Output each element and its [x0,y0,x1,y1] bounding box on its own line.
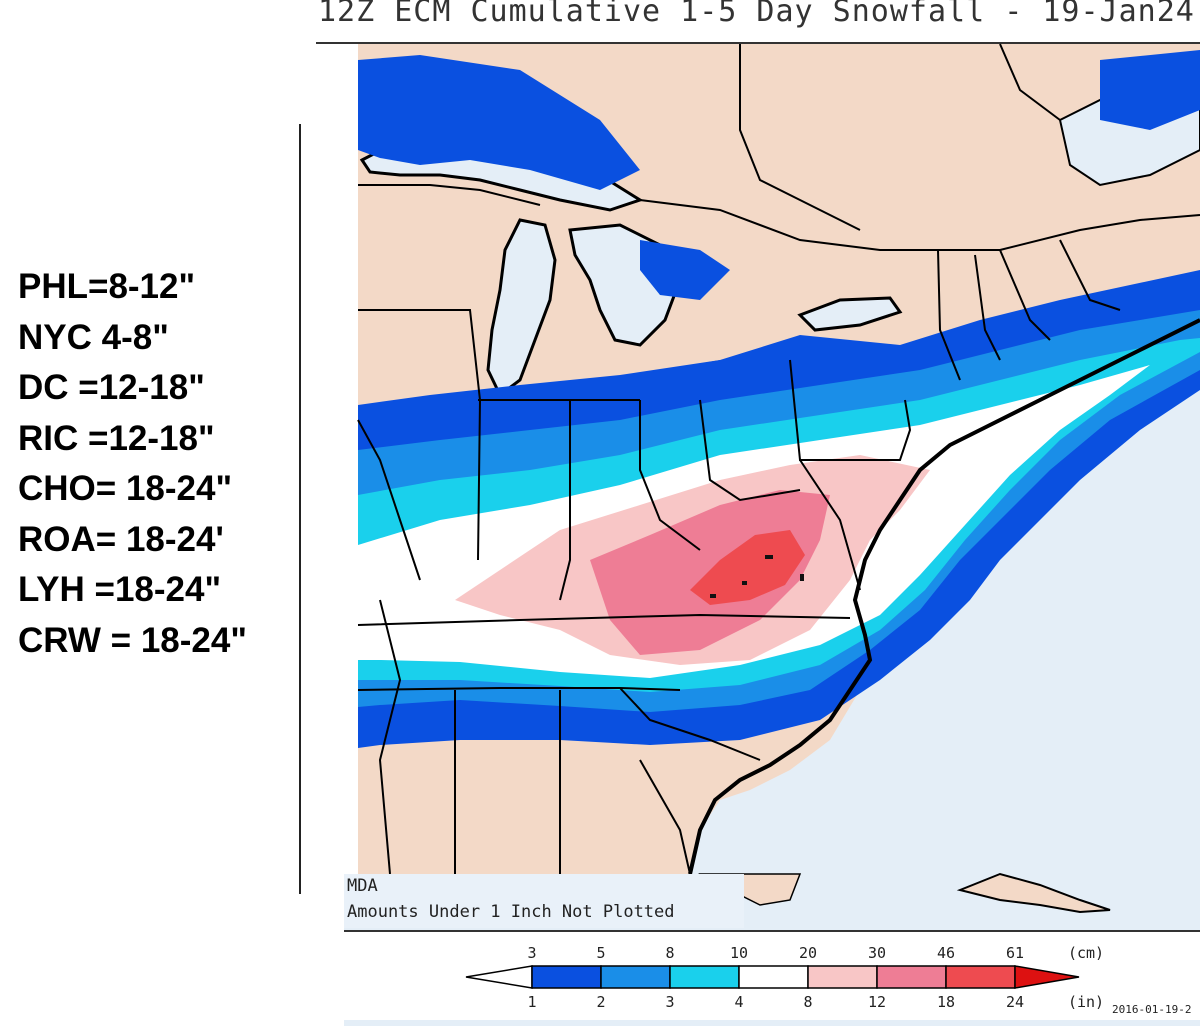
legend-bin [876,965,947,989]
forecast-phl: PHL=8-12" [18,267,196,306]
amount-note: Amounts Under 1 Inch Not Plotted [347,902,675,922]
legend-in-tick: 8 [803,993,812,1011]
forecast-list: PHL=8-12" NYC 4-8" DC =12-18" RIC =12-18… [18,262,308,666]
source-label: MDA [347,876,378,896]
legend-bin [669,965,740,989]
legend-bin [945,965,1016,989]
lake-ontario [797,296,903,332]
legend-arrow-low [465,965,533,989]
legend: 3 5 8 10 20 30 46 611 2 3 4 8 12 18 24(cm)(in) [465,944,1104,1011]
vertical-divider [299,124,301,894]
legend-in-tick: 12 [868,993,886,1011]
legend-in-unit: (in) [1068,993,1104,1011]
legend-cm-tick: 46 [937,944,955,962]
forecast-roa: ROA= 18-24' [18,519,224,559]
forecast-ric: RIC =12-18" [18,418,215,458]
legend-in-tick: 4 [734,993,743,1011]
marker-dots [710,555,804,598]
legend-in-tick: 2 [596,993,605,1011]
legend-cm-tick: 20 [799,944,817,962]
legend-in-tick: 3 [665,993,674,1011]
forecast-lyh: LYH =18-24" [18,570,222,609]
legend-in-tick: 24 [1006,993,1024,1011]
lower-strip-rule [344,930,1200,932]
boundaries [357,43,1200,875]
legend-cm-tick: 30 [868,944,886,962]
legend-bin [531,965,602,989]
legend-cm-tick: 3 [527,944,536,962]
map-title: 12Z ECM Cumulative 1-5 Day Snowfall - 19… [318,0,1195,29]
cuba [956,872,1111,914]
legend-bin [600,965,671,989]
band-1-2in-north [358,55,640,190]
legend-bin [738,965,809,989]
band-1-2in-ne [1100,50,1200,130]
legend-cm-unit: (cm) [1068,944,1104,962]
legend-cm-tick: 5 [596,944,605,962]
legend-cm-tick: 61 [1006,944,1024,962]
legend-bin [807,965,878,989]
bottom-band [344,1020,1200,1026]
date-stamp: 2016-01-19-2 [1112,1003,1192,1016]
legend-in-tick: 18 [937,993,955,1011]
map-notes: MDA Amounts Under 1 Inch Not Plotted [344,874,744,928]
forecast-nyc: NYC 4-8" [18,317,169,357]
band-18-24in [690,530,805,605]
legend-cm-tick: 8 [665,944,674,962]
legend-cm-tick: 10 [730,944,748,962]
title-rule [316,42,1200,44]
band-1-2in-great-lakes [640,240,730,300]
forecast-cho: CHO= 18-24" [18,469,233,508]
legend-in-tick: 1 [527,993,536,1011]
legend-arrow-high [1014,965,1080,989]
forecast-dc: DC =12-18" [18,368,205,407]
coastline [688,318,1200,875]
forecast-crw: CRW = 18-24" [18,620,247,660]
